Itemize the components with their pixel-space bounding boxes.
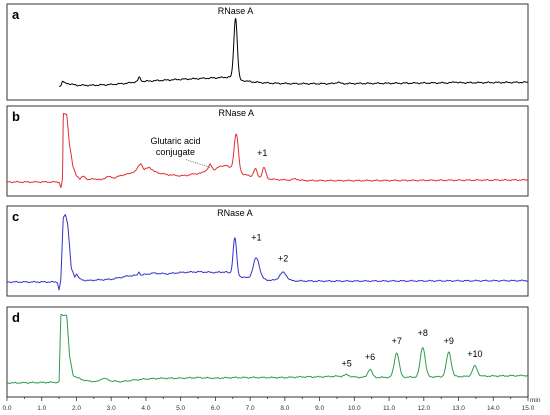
panel-letter: a bbox=[12, 7, 20, 22]
panel-frame bbox=[6, 105, 529, 197]
peak-annotation: conjugate bbox=[156, 147, 195, 157]
x-tick-label: 5.0 bbox=[176, 405, 185, 412]
panel-letter: c bbox=[12, 209, 19, 224]
panel-letter: d bbox=[12, 310, 20, 325]
x-tick-label: 1.0 bbox=[37, 405, 46, 412]
peak-annotation: Glutaric acid bbox=[150, 136, 200, 146]
x-tick-label: 12.0 bbox=[417, 405, 430, 412]
trace-line bbox=[6, 214, 529, 291]
peak-annotation: RNase A bbox=[217, 208, 253, 218]
x-tick-label: 14.0 bbox=[487, 405, 500, 412]
x-tick-label: 2.0 bbox=[72, 405, 81, 412]
x-tick-label: 0.0 bbox=[2, 405, 11, 412]
peak-annotation: +5 bbox=[342, 359, 352, 369]
annotation-leader bbox=[185, 159, 212, 169]
panel-c: c RNase A +1 +2 bbox=[6, 205, 529, 297]
panel-d: d +5 +6 +7 +8 +9 +10 bbox=[6, 306, 529, 398]
peak-annotation: +1 bbox=[257, 148, 267, 158]
x-tick-label: 9.0 bbox=[315, 405, 324, 412]
peak-annotation: +9 bbox=[444, 336, 454, 346]
x-tick-label: 4.0 bbox=[141, 405, 150, 412]
peak-annotation: +7 bbox=[392, 336, 402, 346]
x-tick-label: 6.0 bbox=[211, 405, 220, 412]
peak-annotation: +2 bbox=[278, 254, 288, 264]
panel-frame bbox=[6, 3, 529, 101]
x-tick-label: 3.0 bbox=[107, 405, 116, 412]
x-tick-label: 10.0 bbox=[348, 405, 361, 412]
x-unit-label: min bbox=[530, 397, 541, 404]
panel-letter: b bbox=[12, 109, 20, 124]
peak-annotation: +6 bbox=[365, 352, 375, 362]
trace-line bbox=[6, 313, 529, 385]
panel-frame bbox=[6, 306, 529, 398]
trace-line bbox=[6, 112, 529, 188]
peak-annotation: RNase A bbox=[218, 6, 254, 16]
x-axis: 0.0 1.0 2.0 3.0 4.0 5.0 6.0 7.0 8.0 9.0 10.0 11.0 12… bbox=[2, 397, 541, 412]
x-tick-label: 8.0 bbox=[280, 405, 289, 412]
peak-annotation: +8 bbox=[418, 328, 428, 338]
x-tick-label: 7.0 bbox=[246, 405, 255, 412]
trace-line bbox=[58, 17, 529, 87]
panel-frame bbox=[6, 205, 529, 297]
x-tick-label: 11.0 bbox=[383, 405, 396, 412]
x-tick-label: 13.0 bbox=[452, 405, 465, 412]
x-tick-label: 15.0 bbox=[522, 405, 535, 412]
peak-annotation: +1 bbox=[251, 233, 261, 243]
peak-annotation: +10 bbox=[467, 349, 482, 359]
panel-a: a RNase A bbox=[6, 3, 529, 101]
peak-annotation: RNase A bbox=[218, 108, 254, 118]
